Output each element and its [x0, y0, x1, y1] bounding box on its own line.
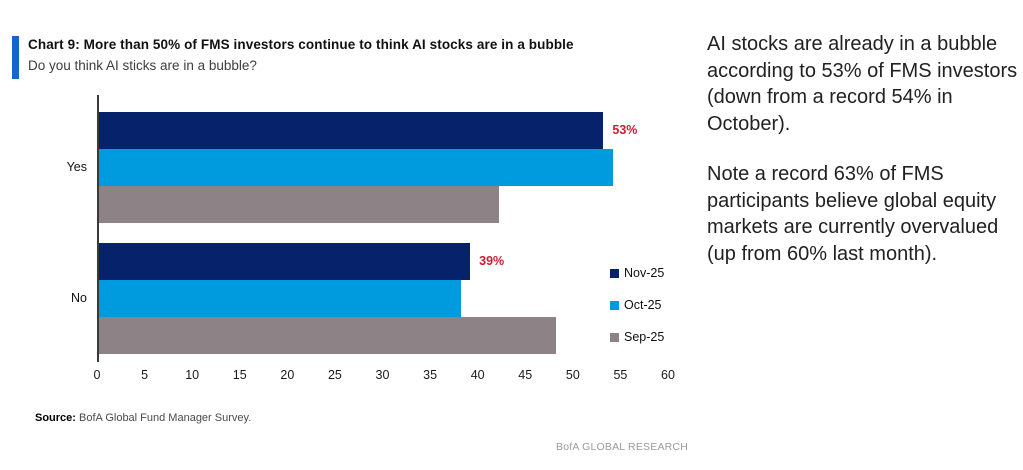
x-tick-label-20: 20 [280, 368, 295, 382]
legend-label: Oct-25 [624, 298, 662, 312]
legend-item-nov-25: Nov-25 [610, 266, 664, 280]
legend-marker-icon [610, 332, 619, 342]
bar-oct-25-no [99, 280, 461, 317]
legend-marker-icon [610, 300, 619, 310]
source-text: BofA Global Fund Manager Survey. [75, 412, 252, 424]
source-label: Source: [35, 412, 76, 424]
x-tick-label-0: 0 [93, 368, 101, 382]
bar-oct-25-yes [99, 149, 613, 186]
x-axis: 0 5 10 15 20 25 30 35 40 45 50 55 60 [93, 368, 675, 384]
x-tick-label-55: 55 [613, 368, 628, 382]
x-tick-label-50: 50 [565, 368, 580, 382]
x-tick-label-15: 15 [232, 368, 247, 382]
x-tick-label-40: 40 [470, 368, 485, 382]
source-line: Source: BofA Global Fund Manager Survey. [35, 412, 251, 424]
bar-nov-25-yes [99, 112, 604, 149]
chart-title: Chart 9: More than 50% of FMS investors … [28, 37, 574, 52]
legend-label: Sep-25 [624, 330, 665, 344]
x-tick-label-30: 30 [375, 368, 390, 382]
category-label-no: No [71, 290, 87, 305]
x-tick-label-25: 25 [327, 368, 342, 382]
x-tick-label-60: 60 [661, 368, 675, 382]
commentary-panel: AI stocks are already in a bubble accord… [707, 31, 1020, 267]
commentary-paragraph-2: Note a record 63% of FMS participants be… [707, 163, 999, 265]
bar-sep-25-no [99, 317, 556, 354]
legend-marker-icon [610, 268, 619, 278]
legend-item-oct-25: Oct-25 [610, 298, 664, 312]
value-label-no: 39% [479, 253, 505, 268]
chart-subtitle: Do you think AI sticks are in a bubble? [28, 58, 257, 73]
x-tick-label-45: 45 [518, 368, 533, 382]
commentary-paragraph-1: AI stocks are already in a bubble accord… [707, 33, 1018, 135]
brand-footer: BofA GLOBAL RESEARCH [556, 441, 688, 453]
legend-label: Nov-25 [624, 266, 665, 280]
category-label-yes: Yes [66, 159, 87, 174]
plot-area: Yes No 53% 39% [67, 95, 668, 362]
title-accent-bar [12, 36, 19, 79]
value-label-yes: 53% [612, 122, 638, 137]
x-tick-label-5: 5 [141, 368, 149, 382]
legend-item-sep-25: Sep-25 [610, 330, 664, 344]
legend: Nov-25 Oct-25 Sep-25 [610, 266, 664, 344]
bar-nov-25-no [99, 243, 471, 280]
bar-sep-25-yes [99, 186, 499, 223]
x-tick-label-35: 35 [423, 368, 438, 382]
x-tick-label-10: 10 [185, 368, 200, 382]
